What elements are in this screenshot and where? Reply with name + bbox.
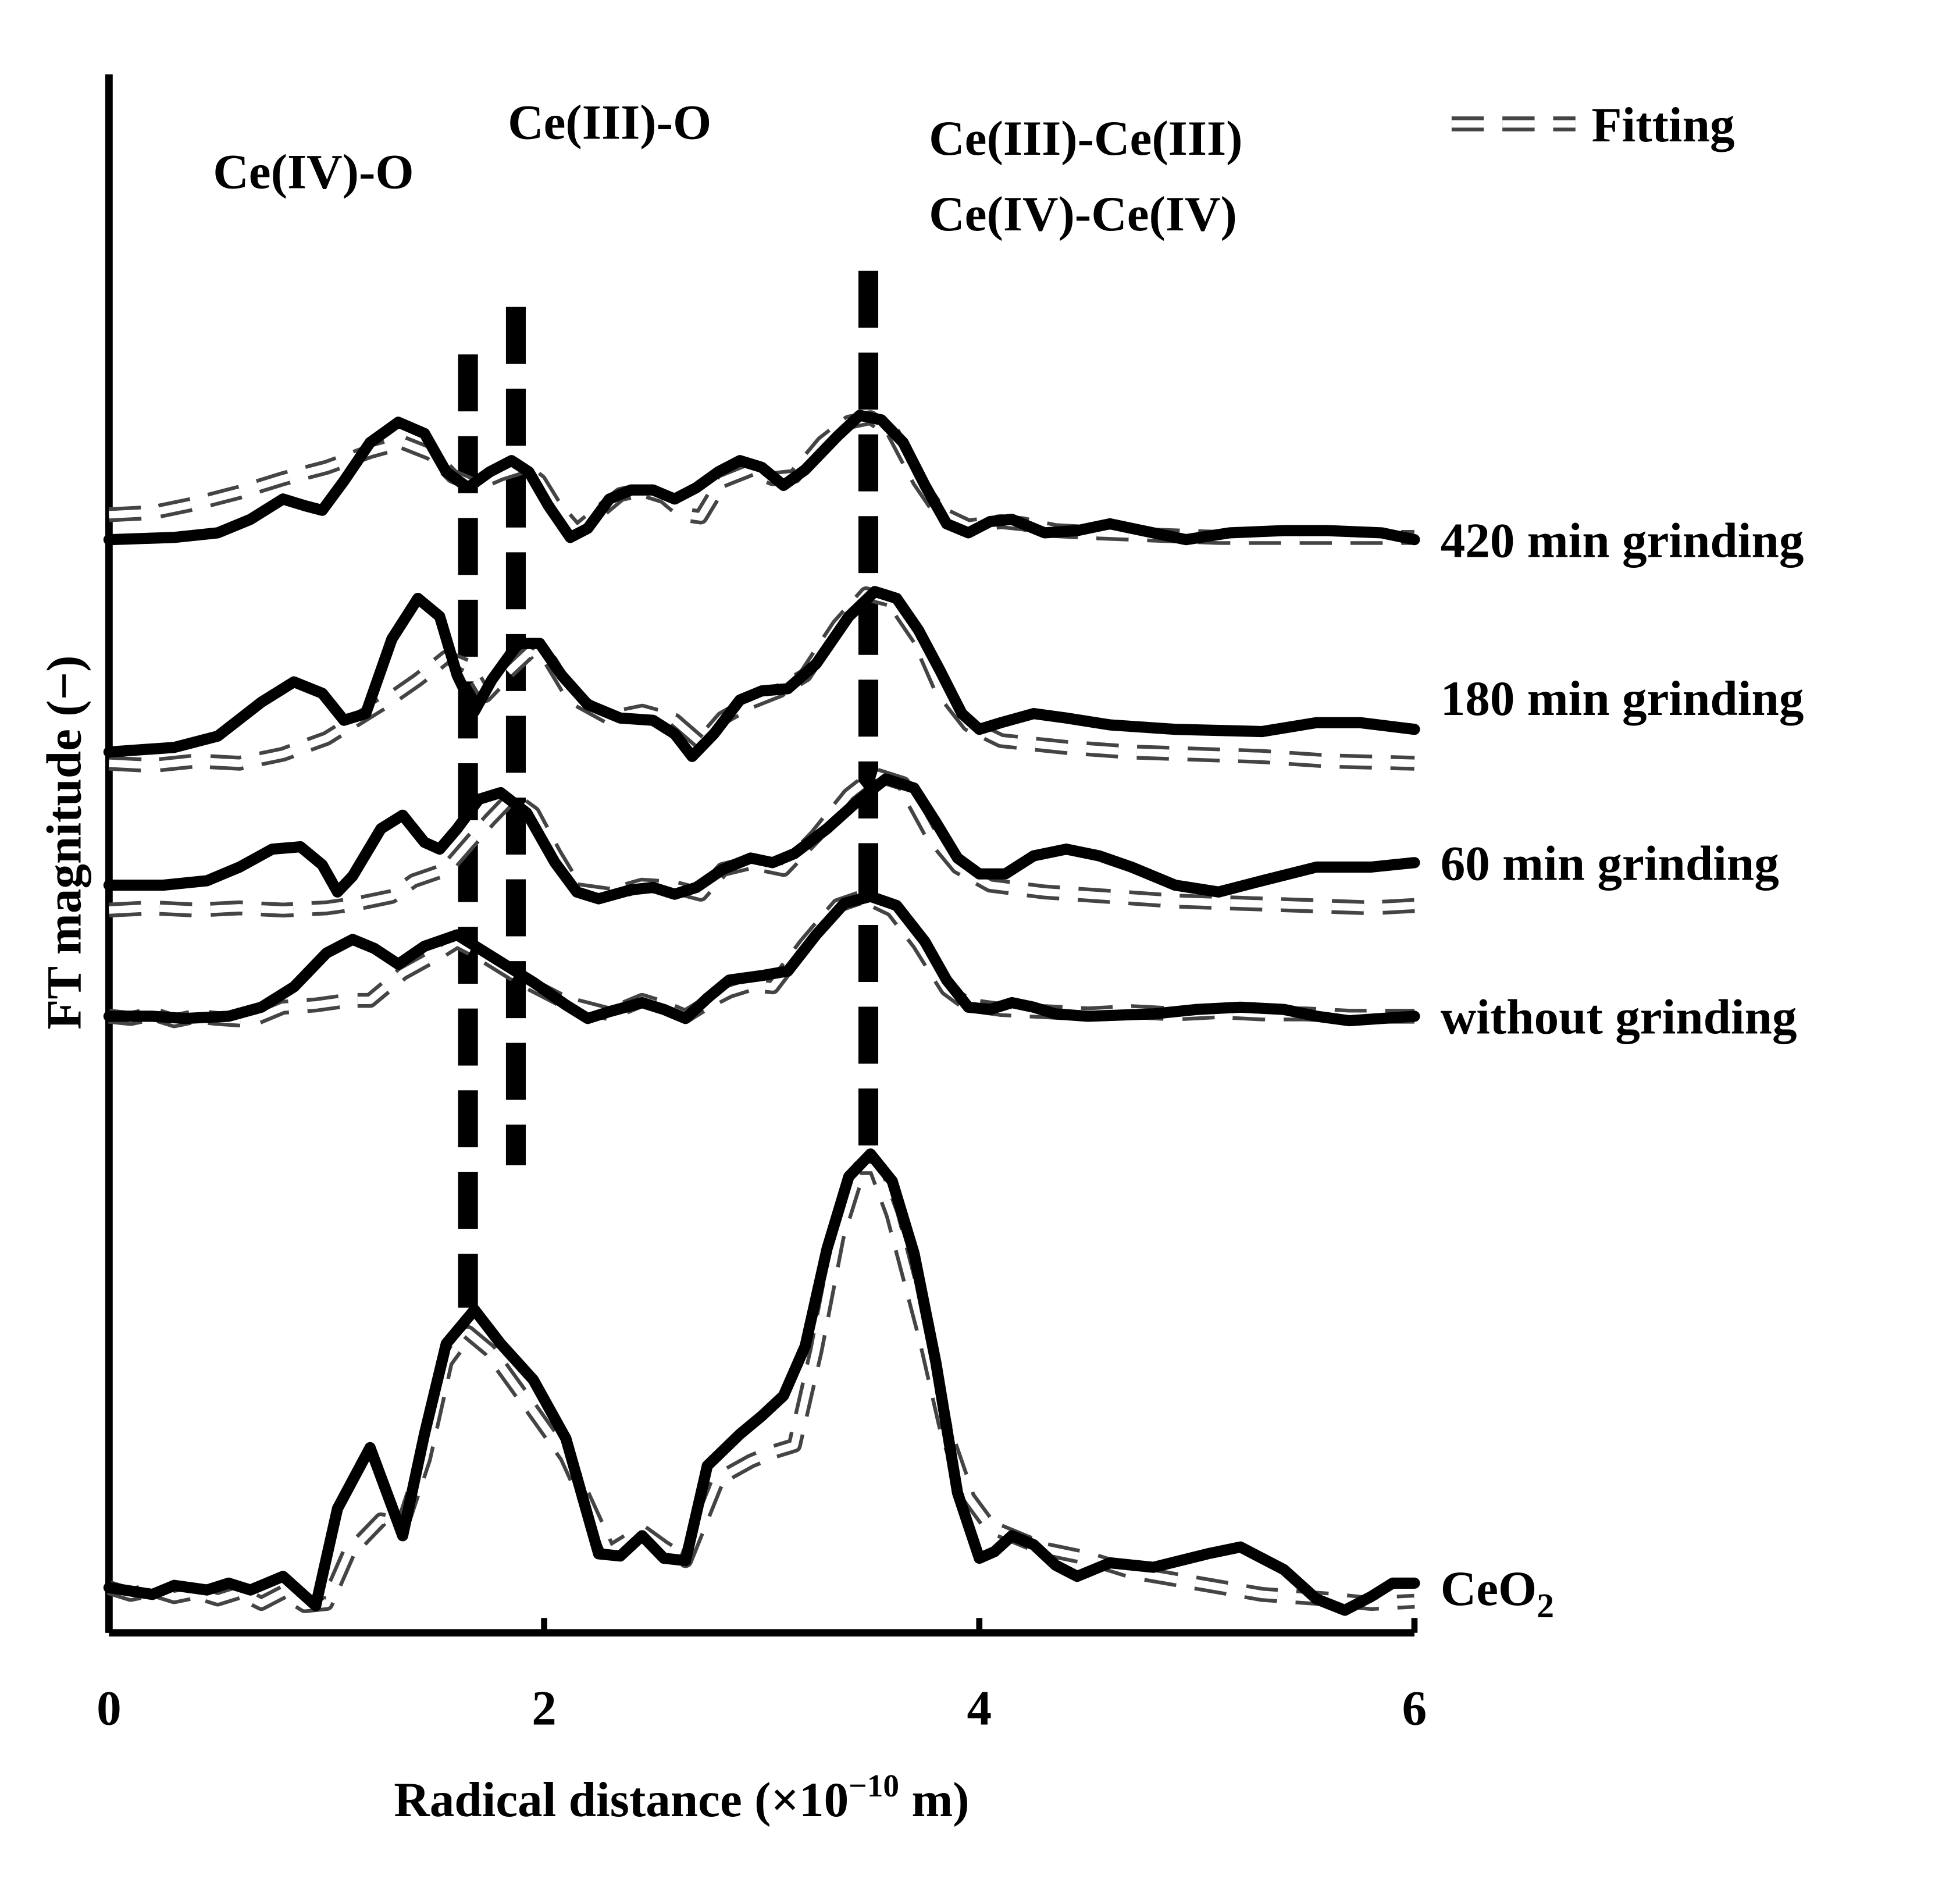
series-label-sub-ceo2: 2	[1537, 1586, 1554, 1625]
y-axis-label: FT magnitude (−)	[37, 656, 91, 1030]
measured-curve-420-min-grinding	[103, 410, 1420, 546]
series-label-420-min-grinding: 420 min grinding	[1441, 513, 1804, 568]
x-axis-label-times: ×	[771, 1773, 799, 1827]
measured-curve-ceo2	[103, 1148, 1420, 1616]
annotation-ce-iii-ce-iii: Ce(III)-Ce(III)	[929, 111, 1242, 166]
x-tick-label-0: 0	[97, 1681, 122, 1735]
annotation-ce-iv-ce-iv: Ce(IV)-Ce(IV)	[929, 187, 1237, 241]
legend: Fitting	[1451, 98, 1735, 152]
series-label-ceo2: CeO2	[1441, 1561, 1554, 1625]
measured-curve-60-min-grinding	[103, 773, 1420, 905]
x-axis-label-main: Radical distance (	[394, 1773, 771, 1827]
series-label-without-grinding: without grinding	[1441, 990, 1797, 1045]
fitting-curve-inner-60-min-grinding	[109, 771, 1415, 914]
series-label-60-min-grinding: 60 min grinding	[1441, 837, 1779, 891]
reference-labels: Ce(IV)-O Ce(III)-O Ce(III)-Ce(III) Ce(IV…	[213, 95, 1242, 242]
fitting-curve-ceo2	[106, 1160, 1415, 1613]
series-label-180-min-grinding: 180 min grinding	[1441, 671, 1804, 726]
annotation-ce-iii-o: Ce(III)-O	[508, 95, 711, 150]
x-tick-label-4: 4	[967, 1681, 992, 1735]
series-label-main-ceo2: CeO	[1441, 1561, 1537, 1616]
annotation-ce-iv-o: Ce(IV)-O	[213, 145, 414, 200]
x-axis-label-unit: m)	[899, 1773, 970, 1827]
fitting-curve-inner-420-min-grinding	[109, 414, 1414, 542]
fitting-curve-inner-ceo2	[108, 1163, 1415, 1610]
legend-fitting-label: Fitting	[1592, 98, 1735, 152]
x-tick-label-6: 6	[1402, 1681, 1427, 1735]
measured-curve-180-min-grinding	[103, 586, 1420, 762]
fitting-curve-inner-180-min-grinding	[109, 590, 1415, 770]
fitting-curve-420-min-grinding	[108, 410, 1414, 545]
measured-curve-without-grinding	[103, 891, 1420, 1027]
fitting-curve-180-min-grinding	[108, 586, 1415, 773]
x-tick-label-2: 2	[532, 1681, 557, 1735]
x-axis-label: Radical distance (×10−10 m)	[394, 1768, 969, 1827]
fitting-curve-without-grinding	[108, 889, 1414, 1029]
fitting-curve-inner-without-grinding	[108, 892, 1414, 1024]
x-axis-label-exponent: −10	[849, 1768, 899, 1803]
x-axis-label-base: 10	[799, 1773, 849, 1827]
